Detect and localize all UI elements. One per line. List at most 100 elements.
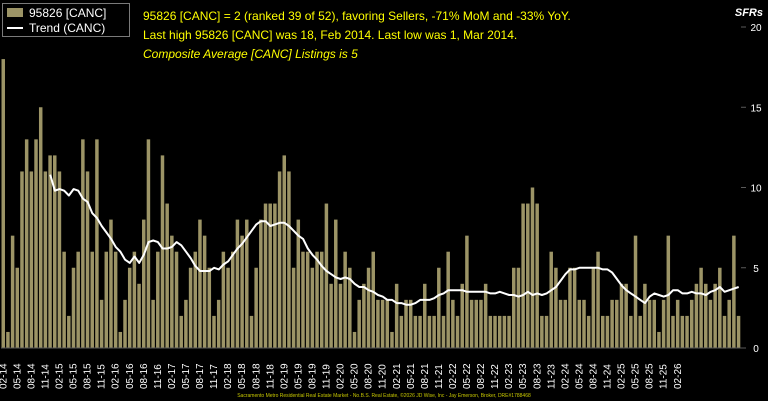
bar-95826-canc xyxy=(184,299,188,348)
bar-95826-canc xyxy=(554,267,558,348)
bar-95826-canc xyxy=(526,203,530,348)
bar-95826-canc xyxy=(563,299,568,348)
bar-95826-canc xyxy=(57,171,62,348)
x-tick-label: 05-20 xyxy=(350,363,361,389)
bar-95826-canc xyxy=(1,59,5,348)
x-tick-label: 02-20 xyxy=(336,363,347,389)
bar-95826-canc xyxy=(235,219,240,348)
x-tick-label: 11-23 xyxy=(546,364,557,389)
y-tick-label: 0 xyxy=(753,344,759,355)
bar-95826-canc xyxy=(29,171,34,348)
x-tick-label: 02-23 xyxy=(504,363,515,389)
legend-trend-label: Trend (CANC) xyxy=(29,20,106,35)
bar-95826-canc xyxy=(675,299,680,348)
bar-95826-canc xyxy=(212,315,216,348)
bar-95826-canc xyxy=(165,203,169,348)
bar-95826-canc xyxy=(291,267,296,348)
bar-95826-canc xyxy=(277,171,282,348)
headline-composite: Composite Average [CANC] Listings is 5 xyxy=(143,47,358,61)
headline-high-low: Last high 95826 [CANC] was 18, Feb 2014.… xyxy=(143,28,518,42)
bar-95826-canc xyxy=(521,203,525,348)
x-tick-label: 08-15 xyxy=(83,363,94,389)
x-tick-label: 11-18 xyxy=(265,364,276,389)
bar-95826-canc xyxy=(352,331,357,348)
y-tick-label: 5 xyxy=(753,264,759,275)
bar-95826-canc xyxy=(413,315,418,348)
x-tick-label: 11-25 xyxy=(659,364,670,389)
bar-95826-canc xyxy=(34,139,38,348)
x-tick-label: 02-21 xyxy=(392,363,403,389)
bar-95826-canc xyxy=(127,267,132,348)
bar-95826-canc xyxy=(633,235,638,348)
bar-95826-canc xyxy=(160,155,165,348)
bar-95826-canc xyxy=(273,203,277,348)
bar-95826-canc xyxy=(137,283,141,348)
bar-95826-canc xyxy=(81,139,85,348)
bar-95826-canc xyxy=(20,171,24,348)
legend-bar-label: 95826 [CANC] xyxy=(29,5,107,20)
x-tick-label: 02-16 xyxy=(111,363,122,389)
legend-item-trend: Trend (CANC) xyxy=(7,20,105,35)
x-tick-label: 02-18 xyxy=(223,363,234,389)
bar-95826-canc xyxy=(685,315,689,348)
bar-95826-canc xyxy=(502,315,507,348)
bar-95826-canc xyxy=(179,315,183,348)
bar-95826-canc xyxy=(188,267,193,348)
bar-95826-canc xyxy=(118,331,123,348)
bar-95826-canc xyxy=(469,299,474,348)
bar-95826-canc xyxy=(385,299,390,348)
bar-95826-canc xyxy=(512,267,516,348)
bar-95826-canc xyxy=(263,203,268,348)
x-tick-label: 08-20 xyxy=(364,363,375,389)
legend-item-bars: 95826 [CANC] xyxy=(7,5,106,20)
bar-95826-canc xyxy=(455,315,460,348)
x-tick-label: 05-17 xyxy=(181,363,192,389)
bar-95826-canc xyxy=(535,203,539,348)
bar-95826-canc xyxy=(629,315,633,348)
bar-95826-canc xyxy=(95,139,99,348)
bar-95826-canc xyxy=(43,171,48,348)
x-tick-label: 05-23 xyxy=(518,363,529,389)
bar-95826-canc xyxy=(249,315,254,348)
bar-95826-canc xyxy=(329,283,333,348)
bar-95826-canc xyxy=(142,219,146,348)
bar-95826-canc xyxy=(348,267,352,348)
bar-95826-canc xyxy=(310,267,315,348)
x-tick-label: 08-24 xyxy=(588,363,599,389)
bar-95826-canc xyxy=(38,107,43,348)
x-tick-label: 02-22 xyxy=(448,363,459,389)
x-tick-label: 02-17 xyxy=(167,363,178,389)
bar-95826-canc xyxy=(254,267,258,348)
bar-95826-canc xyxy=(699,267,703,348)
x-tick-label: 02-24 xyxy=(560,363,571,389)
bar-95826-canc xyxy=(301,251,305,348)
bar-95826-canc xyxy=(6,331,10,348)
bar-95826-canc xyxy=(362,283,366,348)
bar-95826-canc xyxy=(170,235,174,348)
bar-95826-canc xyxy=(643,283,647,348)
bar-95826-canc xyxy=(722,315,727,348)
bar-95826-canc xyxy=(437,267,441,348)
bar-95826-canc xyxy=(334,219,338,348)
bar-95826-canc xyxy=(380,299,385,348)
y-tick-label: 10 xyxy=(750,184,762,195)
x-tick-label: 05-22 xyxy=(462,363,473,389)
x-tick-label: 08-14 xyxy=(26,363,37,389)
bar-95826-canc xyxy=(493,315,497,348)
bar-95826-canc xyxy=(530,187,535,348)
bar-95826-canc xyxy=(694,283,699,348)
bar-95826-canc xyxy=(53,155,57,348)
bar-95826-canc xyxy=(338,283,343,348)
bar-95826-canc xyxy=(591,267,596,348)
x-tick-label: 05-24 xyxy=(574,363,585,389)
bar-95826-canc xyxy=(647,299,652,348)
bar-95826-canc xyxy=(376,299,380,348)
bar-95826-canc xyxy=(151,299,155,348)
bar-95826-canc xyxy=(474,299,479,348)
bar-95826-canc xyxy=(666,235,671,348)
bar-95826-canc xyxy=(123,299,127,348)
legend-bar-swatch xyxy=(7,8,23,17)
bar-95826-canc xyxy=(62,251,66,348)
bar-95826-canc xyxy=(713,283,717,348)
x-tick-label: 08-22 xyxy=(476,363,487,389)
